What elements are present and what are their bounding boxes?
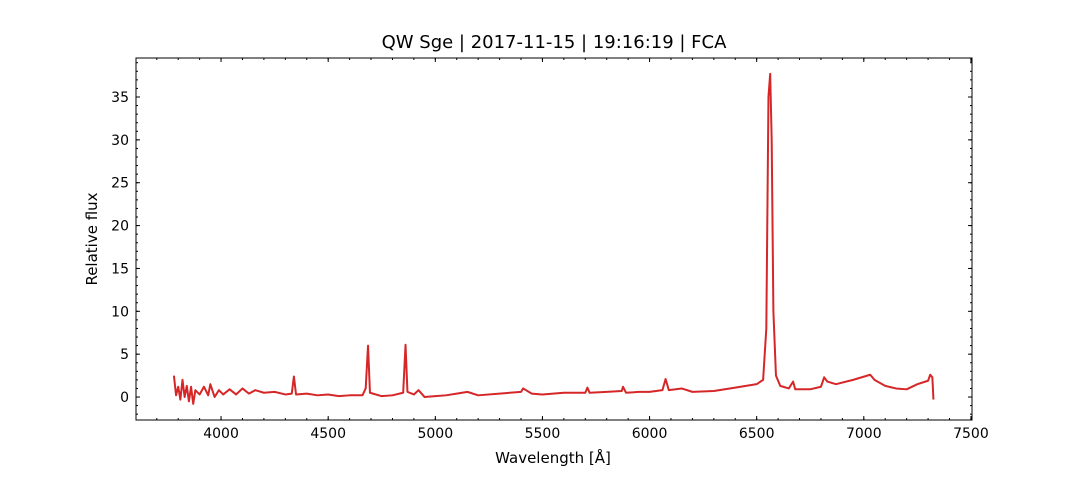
y-tick-label: 35 xyxy=(111,90,129,106)
y-tick-label: 15 xyxy=(111,261,129,277)
y-tick-label: 20 xyxy=(111,219,129,235)
y-tick-label: 10 xyxy=(111,304,129,320)
spectrum-line xyxy=(172,72,935,405)
chart-title: QW Sge | 2017-11-15 | 19:16:19 | FCA xyxy=(382,32,728,53)
x-tick-label: 5500 xyxy=(525,426,561,442)
y-axis-label: Relative flux xyxy=(83,192,101,285)
x-axis-label: Wavelength [Å] xyxy=(495,448,611,467)
y-tick-label: 30 xyxy=(111,133,129,149)
x-tick-label: 6000 xyxy=(632,426,668,442)
plot-frame xyxy=(135,57,973,421)
x-tick-label: 7500 xyxy=(953,426,989,442)
y-tick-label: 5 xyxy=(120,347,129,363)
x-tick-label: 7000 xyxy=(846,426,882,442)
y-tick-label: 0 xyxy=(120,390,129,406)
x-tick-label: 6500 xyxy=(739,426,775,442)
x-tick-label: 4000 xyxy=(203,426,239,442)
y-tick-label: 25 xyxy=(111,176,129,192)
x-tick-label: 4500 xyxy=(310,426,346,442)
x-tick-label: 5000 xyxy=(417,426,453,442)
